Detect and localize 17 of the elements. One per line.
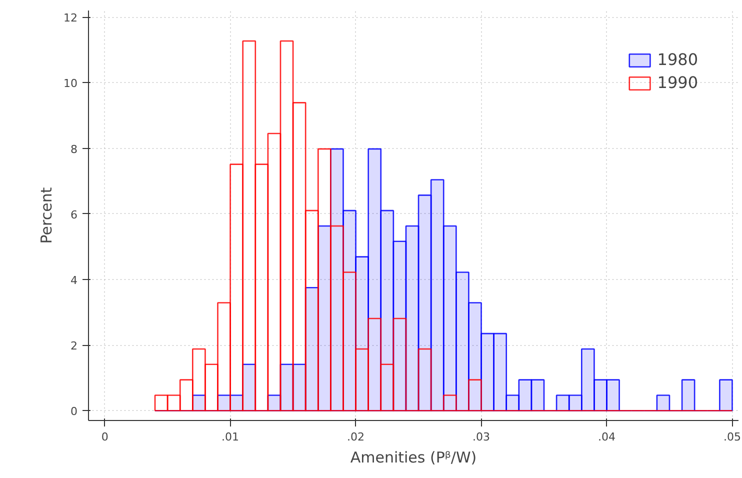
x-tick-label: .05 — [723, 430, 741, 444]
x-tick-label: .03 — [472, 430, 490, 444]
y-tick-label: 0 — [70, 405, 78, 418]
x-tick-label: .04 — [598, 430, 616, 444]
y-tick-label: 6 — [70, 208, 78, 222]
y-tick-label: 2 — [70, 340, 78, 353]
legend-label: 1980 — [657, 50, 698, 69]
y-axis-title: Percent — [38, 187, 56, 244]
x-tick-label: .01 — [222, 430, 240, 444]
legend-label: 1990 — [657, 73, 698, 92]
y-tick-label: 12 — [64, 12, 78, 25]
y-tick-label: 8 — [70, 142, 78, 156]
x-tick-label: 0 — [101, 430, 108, 444]
x-tick-label: .02 — [347, 430, 365, 444]
x-axis-title: Amenities (Pᵝ/W) — [350, 448, 477, 466]
y-tick-label: 10 — [64, 77, 78, 90]
y-tick-label: 4 — [70, 274, 78, 287]
